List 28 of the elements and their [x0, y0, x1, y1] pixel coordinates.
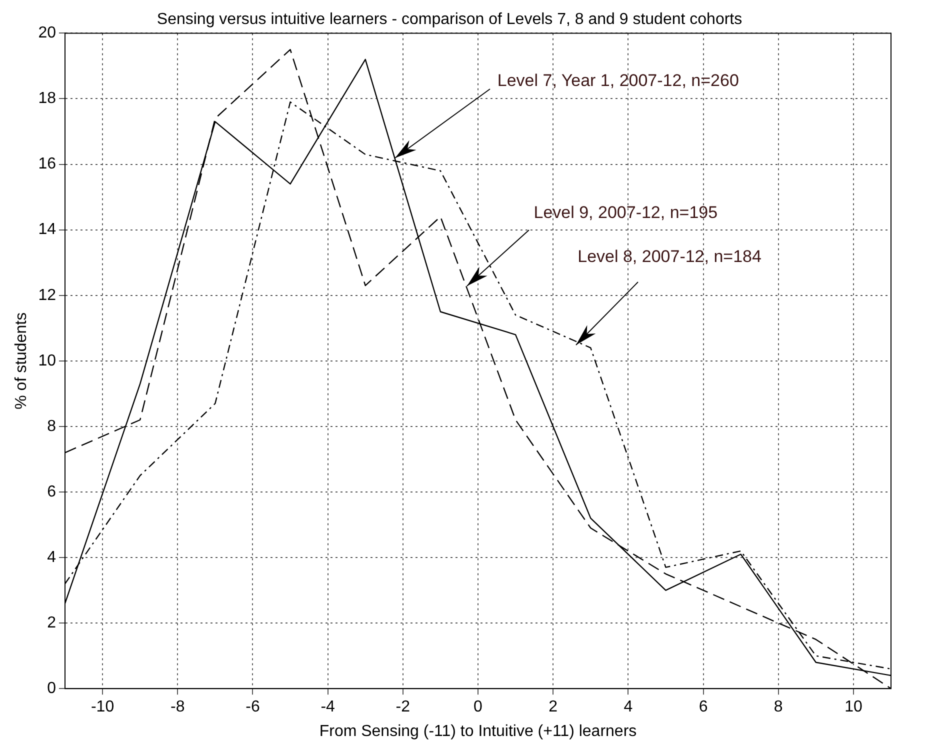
annotation: Level 7, Year 1, 2007-12, n=260 [497, 70, 739, 92]
y-tick-label: 0 [47, 680, 56, 698]
x-axis-title: From Sensing (-11) to Intuitive (+11) learners [319, 722, 637, 740]
y-tick-label: 12 [38, 286, 56, 304]
x-tick-label: 8 [774, 698, 783, 716]
x-tick-label: -10 [90, 698, 114, 716]
y-axis-title: % of students [13, 312, 30, 410]
y-tick-label: 18 [38, 90, 56, 108]
y-tick-label: 20 [38, 24, 56, 42]
x-tick-label: 6 [698, 698, 708, 716]
x-tick-label: -6 [246, 698, 260, 716]
x-tick-label: 0 [474, 698, 483, 716]
x-tick-label: -2 [396, 698, 410, 716]
y-tick-label: 8 [47, 418, 56, 435]
x-tick-label: -4 [320, 698, 336, 716]
y-tick-label: 16 [38, 156, 56, 173]
x-tick-label: 10 [844, 698, 862, 716]
chart-title: Sensing versus intuitive learners - comparison of Levels 7, 8 and 9 student cohorts [156, 11, 742, 28]
y-tick-label: 4 [47, 548, 56, 566]
y-tick-label: 10 [38, 352, 56, 370]
y-tick-label: 6 [47, 483, 56, 500]
y-tick-label: 14 [38, 221, 56, 238]
x-tick-label: 2 [548, 698, 558, 716]
annotation: Level 9, 2007-12, n=195 [534, 202, 718, 224]
y-tick-label: 2 [47, 614, 56, 632]
x-tick-label: -8 [170, 698, 185, 716]
annotation: Level 8, 2007-12, n=184 [578, 246, 762, 268]
x-tick-label: 4 [624, 698, 633, 716]
